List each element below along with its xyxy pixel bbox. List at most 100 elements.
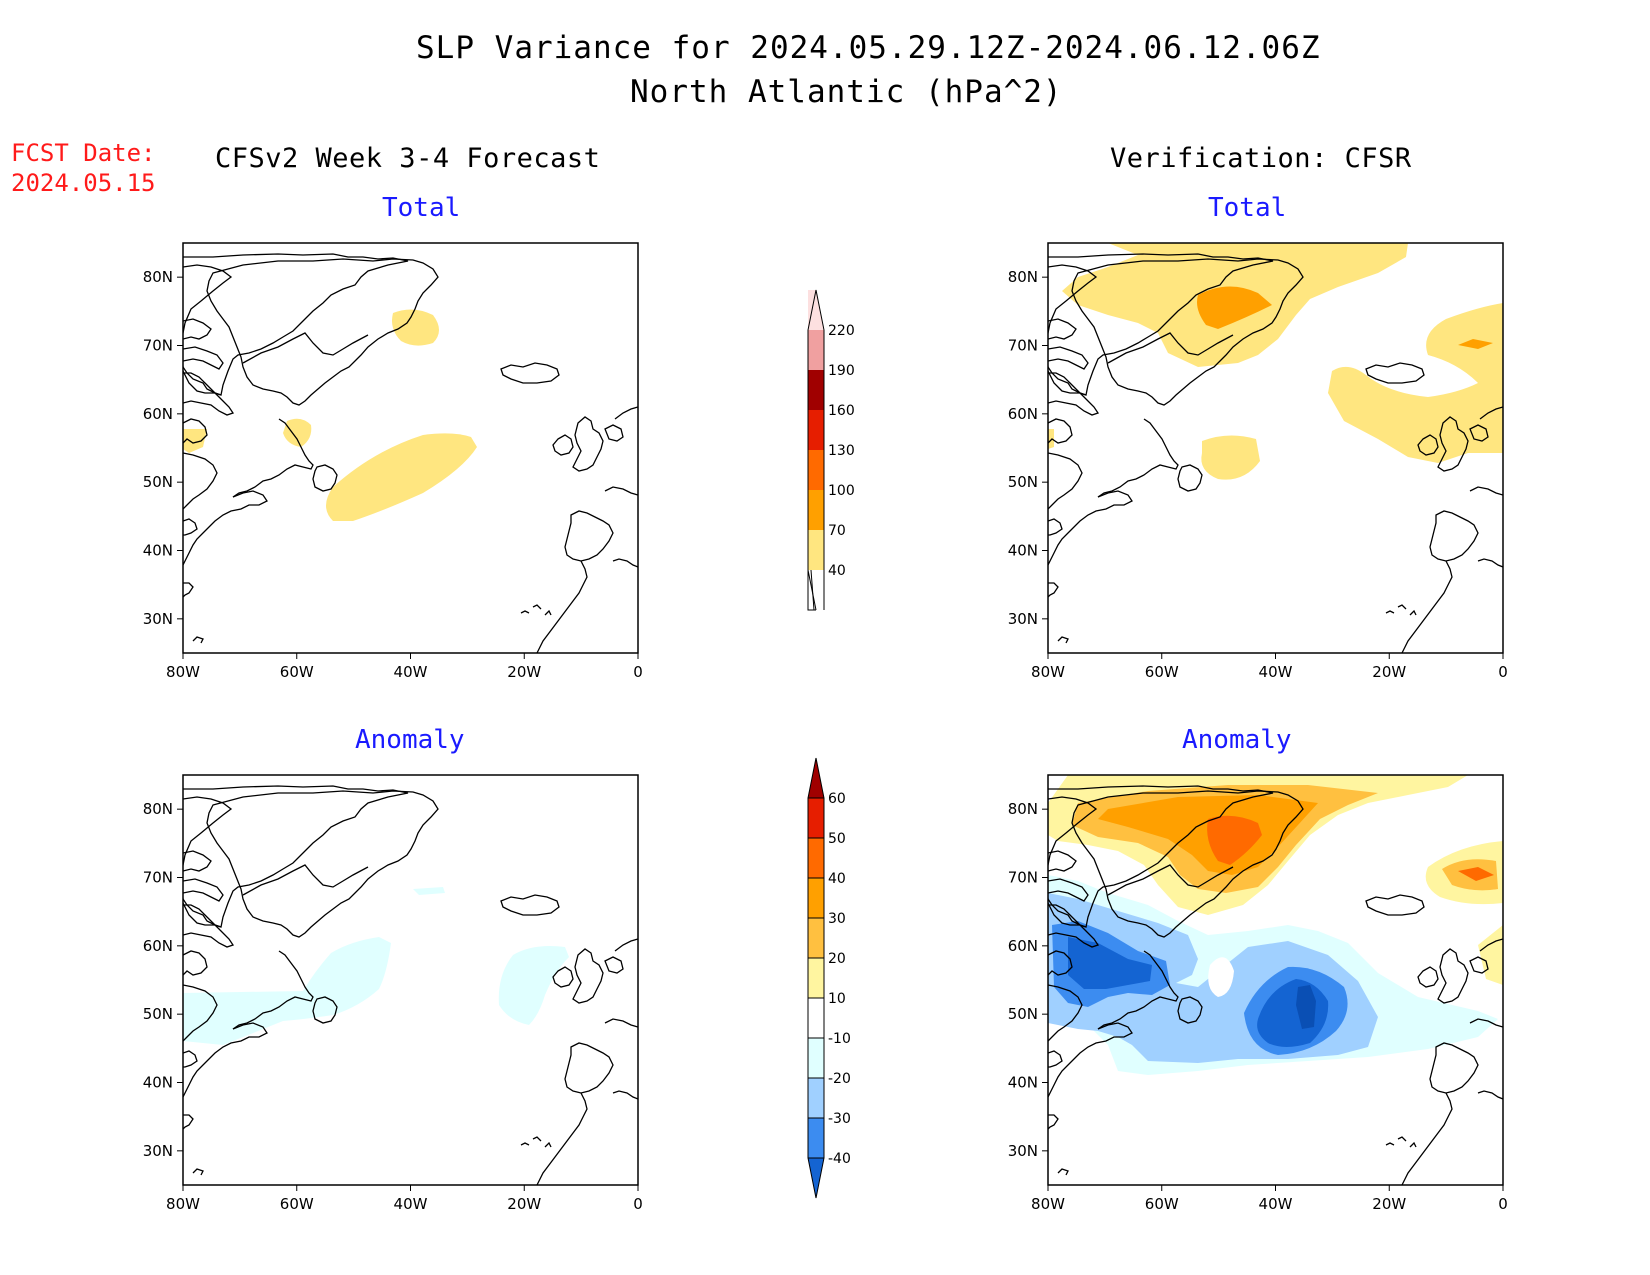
anomaly-colorbar-label: -40: [828, 1151, 851, 1167]
anomaly-colorbar-label: -20: [828, 1071, 851, 1087]
lon-tick-label: 80W: [1031, 663, 1065, 681]
anomaly-colorbar-bin: [808, 838, 824, 878]
fcst-date-label: FCST Date:: [11, 139, 156, 167]
total-colorbar-top-extension: [808, 290, 824, 330]
anomaly-colorbar-top-extension: [808, 758, 824, 798]
lat-tick-label: 30N: [1008, 610, 1038, 628]
lon-tick-label: 60W: [280, 663, 314, 681]
variance-contour: [1048, 429, 1054, 449]
verification-column-title: Verification: CFSR: [1110, 143, 1412, 174]
lon-tick-label: 0: [633, 1195, 643, 1213]
anomaly-colorbar-label: 60: [828, 791, 846, 807]
total-colorbar-label: 190: [828, 363, 855, 379]
lon-tick-label: 20W: [507, 663, 541, 681]
variance-contour: [283, 418, 312, 447]
main-subtitle: North Atlantic (hPa^2): [630, 74, 1063, 110]
verification-anomaly-map: [1047, 774, 1504, 1186]
variance-contour: [1068, 937, 1152, 989]
lon-tick-label: 80W: [166, 1195, 200, 1213]
lon-tick-label: 20W: [1372, 1195, 1406, 1213]
variance-contour: [1458, 339, 1493, 349]
lat-tick-label: 60N: [1008, 937, 1038, 955]
total-colorbar-bin-190-220: [808, 330, 824, 370]
total-colorbar-label: 70: [828, 523, 846, 539]
lat-tick-label: 80N: [143, 800, 173, 818]
anomaly-colorbar-label: 10: [828, 991, 846, 1007]
lat-tick-label: 30N: [143, 610, 173, 628]
anomaly-colorbar-bin: [808, 798, 824, 838]
lat-tick-label: 70N: [1008, 869, 1038, 887]
lon-tick-label: 0: [1498, 1195, 1508, 1213]
lon-tick-label: 0: [633, 663, 643, 681]
anomaly-colorbar-bin: [808, 878, 824, 918]
variance-contour: [1458, 867, 1494, 881]
lat-tick-label: 70N: [1008, 337, 1038, 355]
lat-tick-label: 50N: [1008, 1005, 1038, 1023]
lon-tick-label: 80W: [1031, 1195, 1065, 1213]
verification-total-map: [1047, 242, 1504, 654]
anomaly-colorbar-bin: [808, 1078, 824, 1118]
forecast-column-title: CFSv2 Week 3-4 Forecast: [215, 143, 601, 174]
total-colorbar-bin-40-70: [808, 530, 824, 570]
variance-contour: [1296, 985, 1316, 1029]
total-colorbar-label: 130: [828, 443, 855, 459]
total-colorbar-label: 220: [828, 323, 855, 339]
lat-tick-label: 60N: [1008, 405, 1038, 423]
lat-tick-label: 50N: [1008, 473, 1038, 491]
lat-tick-label: 80N: [143, 268, 173, 286]
lon-tick-label: 60W: [280, 1195, 314, 1213]
variance-contour: [498, 946, 569, 1025]
forecast-total-title: Total: [382, 193, 461, 223]
anomaly-colorbar-label: 50: [828, 831, 846, 847]
lat-tick-label: 40N: [1008, 1074, 1038, 1092]
variance-contour: [1207, 815, 1262, 865]
axes-layer: 80W 60W 40W 20W 0 80N 70N 60N 50N 40N 30N 80W 60W 40W…: [143, 268, 1508, 1213]
lat-tick-label: 80N: [1008, 800, 1038, 818]
anomaly-colorbar: 60 50 40 30 20 10 -10 -20 -30 -40: [807, 757, 851, 1199]
total-colorbar-label: 40: [828, 563, 846, 579]
lat-tick-label: 50N: [143, 1005, 173, 1023]
total-colorbar: 40 70 100 130 160 190 220: [807, 289, 855, 611]
forecast-anomaly-map: [182, 774, 639, 1186]
lon-tick-label: 60W: [1145, 1195, 1179, 1213]
lat-tick-label: 30N: [143, 1142, 173, 1160]
total-colorbar-bin-160-190: [808, 370, 824, 410]
lon-tick-label: 40W: [1259, 1195, 1293, 1213]
anomaly-colorbar-bin: [808, 1038, 824, 1078]
anomaly-colorbar-bin: [808, 958, 824, 998]
anomaly-colorbar-label: -10: [828, 1031, 851, 1047]
lat-tick-label: 40N: [143, 542, 173, 560]
anomaly-colorbar-label: -30: [828, 1111, 851, 1127]
variance-contour: [413, 887, 445, 895]
forecast-anomaly-title: Anomaly: [355, 725, 465, 755]
anomaly-colorbar-label: 40: [828, 871, 846, 887]
lat-tick-label: 30N: [1008, 1142, 1038, 1160]
anomaly-colorbar-bin: [808, 918, 824, 958]
main-title: SLP Variance for 2024.05.29.12Z-2024.06.…: [416, 30, 1321, 66]
variance-contour: [1208, 957, 1234, 997]
variance-contour: [183, 429, 207, 453]
lat-tick-label: 70N: [143, 337, 173, 355]
variance-contour: [1201, 435, 1260, 480]
lat-tick-label: 70N: [143, 869, 173, 887]
variance-contour: [183, 937, 391, 1045]
lat-tick-label: 40N: [1008, 542, 1038, 560]
lon-tick-label: 40W: [394, 663, 428, 681]
lat-tick-label: 50N: [143, 473, 173, 491]
variance-contour: [392, 309, 439, 346]
anomaly-colorbar-label: 30: [828, 911, 846, 927]
lat-tick-label: 60N: [143, 405, 173, 423]
lat-tick-label: 80N: [1008, 268, 1038, 286]
verification-total-title: Total: [1208, 193, 1287, 223]
anomaly-colorbar-bin: [808, 1118, 824, 1158]
anomaly-colorbar-label: 20: [828, 951, 846, 967]
total-colorbar-label: 100: [828, 483, 855, 499]
anomaly-colorbar-bin: [808, 998, 824, 1038]
total-colorbar-bin-130-160: [808, 410, 824, 450]
variance-contour: [1197, 286, 1272, 329]
total-colorbar-bin-70-100: [808, 490, 824, 530]
total-colorbar-label: 160: [828, 403, 855, 419]
fcst-date-value: 2024.05.15: [11, 169, 156, 197]
anomaly-colorbar-bottom-extension: [808, 1158, 824, 1198]
